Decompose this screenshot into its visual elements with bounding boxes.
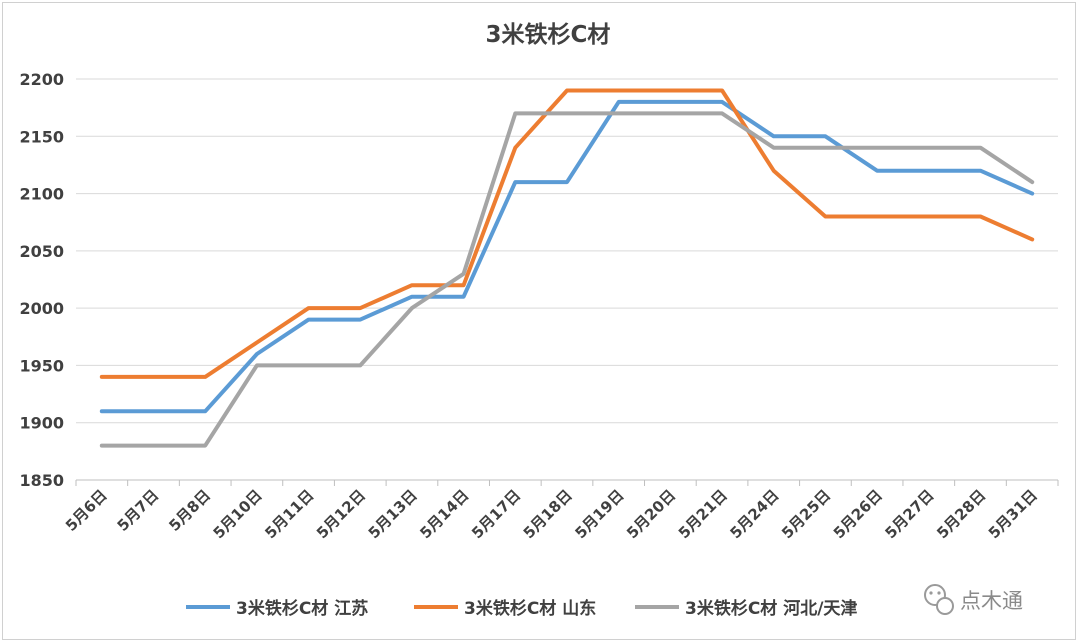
y-tick-label: 2200 bbox=[19, 70, 64, 89]
y-tick-label: 2100 bbox=[19, 185, 64, 204]
wechat-icon bbox=[924, 584, 954, 615]
chart-title: 3米铁杉C材 bbox=[486, 21, 611, 48]
x-tick-label: 5月6日 bbox=[62, 486, 111, 535]
legend-label-1: 3米铁杉C材 江苏 bbox=[236, 598, 368, 619]
y-tick-label: 1900 bbox=[19, 414, 64, 433]
x-tick-label: 5月11日 bbox=[261, 486, 317, 542]
x-tick-label: 5月27日 bbox=[882, 486, 938, 542]
x-tick-label: 5月8日 bbox=[165, 486, 214, 535]
y-tick-label: 2050 bbox=[19, 242, 64, 261]
x-tick-label: 5月12日 bbox=[313, 486, 369, 542]
x-tick-label: 5月28日 bbox=[933, 486, 989, 542]
watermark-text: 点木通 bbox=[960, 589, 1023, 613]
x-tick-label: 5月24日 bbox=[726, 486, 782, 542]
x-tick-label: 5月31日 bbox=[985, 486, 1041, 542]
legend-label-3: 3米铁杉C材 河北/天津 bbox=[685, 598, 857, 619]
x-tick-label: 5月25日 bbox=[778, 486, 834, 542]
legend-label-2: 3米铁杉C材 山东 bbox=[464, 598, 596, 619]
y-tick-label: 2150 bbox=[19, 127, 64, 146]
y-tick-label: 2000 bbox=[19, 299, 64, 318]
x-tick-label: 5月14日 bbox=[416, 486, 472, 542]
x-tick-label: 5月17日 bbox=[468, 486, 524, 542]
y-tick-label: 1950 bbox=[19, 356, 64, 375]
x-tick-label: 5月26日 bbox=[830, 486, 886, 542]
series-line-2 bbox=[99, 88, 1035, 379]
x-tick-label: 5月7日 bbox=[114, 486, 163, 535]
series-line-3 bbox=[99, 111, 1035, 448]
x-tick-label: 5月10日 bbox=[210, 486, 266, 542]
x-tick-label: 5月13日 bbox=[365, 486, 421, 542]
watermark: 点木通 bbox=[924, 584, 1023, 615]
y-tick-label: 1850 bbox=[19, 471, 64, 490]
series-line-1 bbox=[99, 99, 1035, 414]
x-tick-label: 5月21日 bbox=[675, 486, 731, 542]
x-tick-label: 5月19日 bbox=[571, 486, 627, 542]
x-tick-label: 5月20日 bbox=[623, 486, 679, 542]
x-tick-label: 5月18日 bbox=[520, 486, 576, 542]
